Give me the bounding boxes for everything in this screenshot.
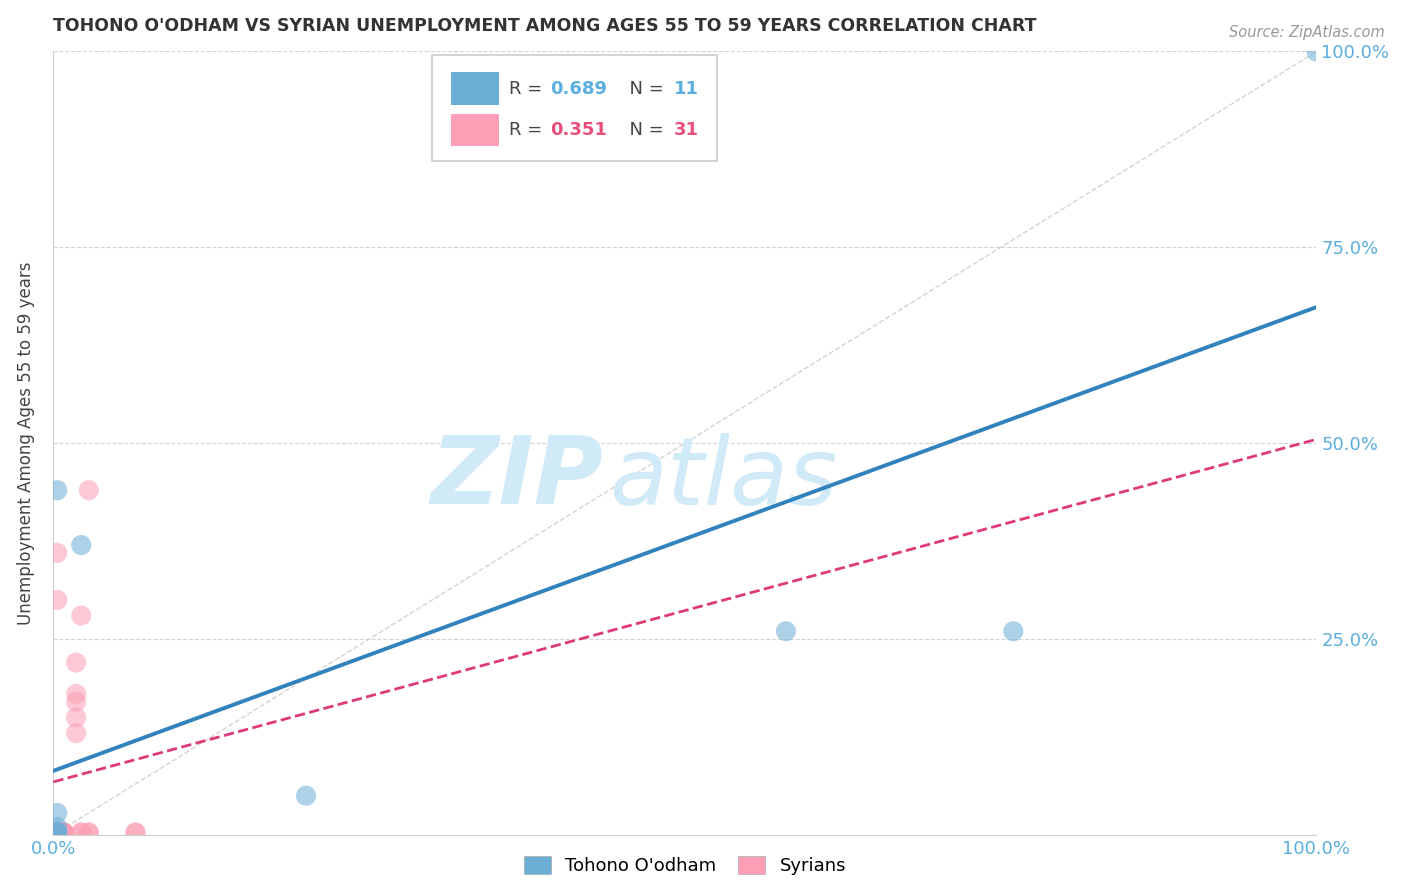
Point (52, 825, 75, 839)
Point (46, 805, 69, 820)
FancyBboxPatch shape (451, 113, 499, 146)
Point (46, 593, 69, 607)
Point (46, 483, 69, 498)
Text: TOHONO O'ODHAM VS SYRIAN UNEMPLOYMENT AMONG AGES 55 TO 59 YEARS CORRELATION CHAR: TOHONO O'ODHAM VS SYRIAN UNEMPLOYMENT AM… (53, 17, 1036, 35)
Point (46, 820, 69, 834)
Point (70, 825, 93, 839)
Point (65, 656, 87, 670)
Point (65, 695, 87, 709)
Point (77, 825, 100, 839)
Point (775, 624, 797, 639)
Point (46, 825, 69, 839)
Point (46, 825, 69, 839)
Point (52, 825, 75, 839)
Point (46, 825, 69, 839)
Text: N =: N = (619, 120, 669, 139)
Point (46, 825, 69, 839)
Point (295, 789, 318, 803)
Point (77, 825, 100, 839)
Point (46, 825, 69, 839)
Point (46, 825, 69, 839)
Point (46, 825, 69, 839)
Text: ZIP: ZIP (430, 433, 603, 524)
Text: atlas: atlas (609, 433, 838, 524)
Point (52, 825, 75, 839)
Text: 11: 11 (673, 79, 699, 98)
Text: R =: R = (509, 79, 548, 98)
Text: N =: N = (619, 79, 669, 98)
Point (52, 825, 75, 839)
Point (46, 825, 69, 839)
Point (46, 546, 69, 560)
Y-axis label: Unemployment Among Ages 55 to 59 years: Unemployment Among Ages 55 to 59 years (17, 261, 35, 625)
Point (46, 825, 69, 839)
Point (124, 825, 146, 839)
FancyBboxPatch shape (432, 55, 717, 161)
Point (70, 538, 93, 552)
Text: R =: R = (509, 120, 548, 139)
Point (65, 710, 87, 724)
Point (46, 825, 69, 839)
Point (124, 825, 146, 839)
Text: Source: ZipAtlas.com: Source: ZipAtlas.com (1229, 25, 1385, 40)
Text: 31: 31 (673, 120, 699, 139)
Legend: Tohono O'odham, Syrians: Tohono O'odham, Syrians (516, 849, 853, 882)
FancyBboxPatch shape (451, 72, 499, 105)
Point (1002, 624, 1025, 639)
Point (46, 825, 69, 839)
Point (77, 483, 100, 498)
Point (52, 825, 75, 839)
Point (46, 825, 69, 839)
Text: 0.351: 0.351 (550, 120, 606, 139)
Point (65, 687, 87, 701)
Point (70, 608, 93, 623)
Point (46, 825, 69, 839)
Point (46, 825, 69, 839)
Text: 0.689: 0.689 (550, 79, 607, 98)
Point (65, 726, 87, 740)
Point (70, 825, 93, 839)
Point (1305, 45, 1327, 59)
